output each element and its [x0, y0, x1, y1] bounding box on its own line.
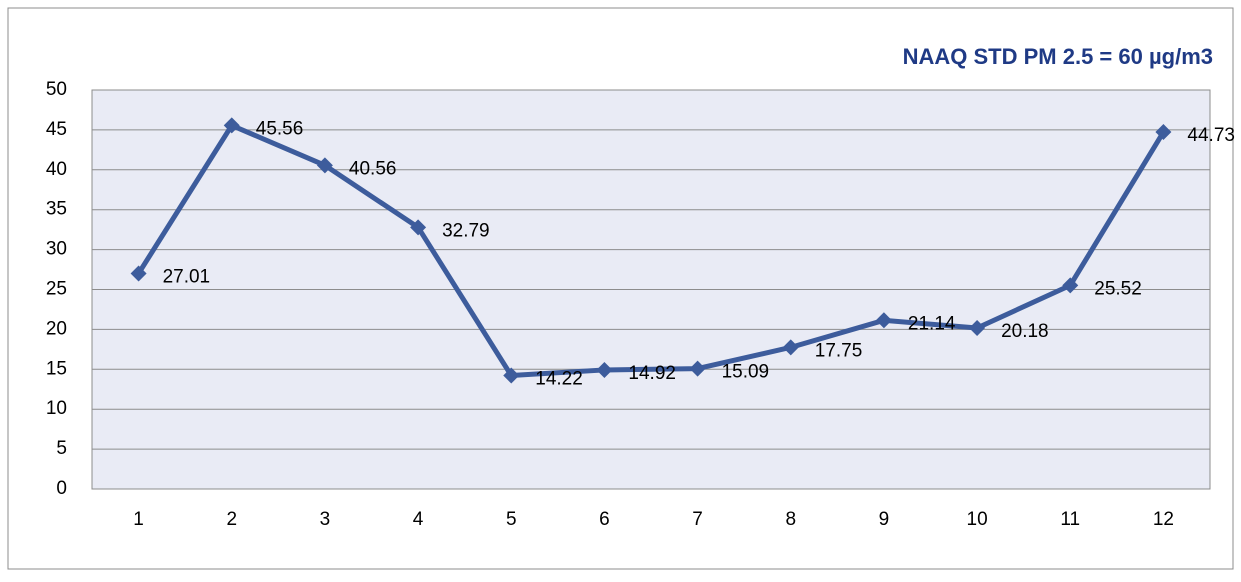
x-tick-label: 11 [1060, 509, 1080, 530]
x-tick-label: 5 [506, 509, 517, 530]
data-label: 14.92 [628, 363, 676, 384]
marker [410, 219, 427, 236]
y-tick-label: 50 [46, 79, 67, 100]
annotation: NAAQ STD PM 2.5 = 60 µg/m3 [903, 44, 1213, 69]
marker [782, 339, 799, 356]
marker [223, 117, 240, 134]
data-label: 15.09 [722, 362, 770, 383]
data-label: 40.56 [349, 158, 397, 179]
x-tick-label: 10 [967, 509, 988, 530]
marker [596, 361, 613, 378]
marker [130, 265, 147, 282]
x-tick-label: 12 [1153, 509, 1174, 530]
x-tick-label: 7 [692, 509, 703, 530]
data-label: 14.22 [535, 369, 583, 390]
data-label: 44.73 [1187, 125, 1235, 146]
data-label: 21.14 [908, 313, 956, 334]
y-tick-label: 15 [46, 358, 67, 379]
x-tick-label: 8 [785, 509, 796, 530]
y-tick-label: 5 [56, 438, 67, 459]
marker [503, 367, 520, 384]
data-label: 17.75 [815, 340, 863, 361]
x-tick-label: 9 [879, 509, 890, 530]
x-tick-label: 1 [133, 509, 144, 530]
marker [969, 319, 986, 336]
data-label: 20.18 [1001, 321, 1049, 342]
marker [1155, 124, 1172, 141]
data-label: 25.52 [1094, 278, 1142, 299]
x-tick-label: 4 [413, 509, 424, 530]
y-tick-label: 30 [46, 239, 67, 260]
y-tick-label: 40 [46, 159, 67, 180]
marker [875, 312, 892, 329]
data-label: 32.79 [442, 220, 490, 241]
y-tick-label: 35 [46, 199, 67, 220]
data-label: 45.56 [256, 118, 304, 139]
x-tick-label: 3 [320, 509, 331, 530]
data-label: 27.01 [163, 266, 211, 287]
marker [316, 157, 333, 174]
y-tick-label: 10 [46, 398, 67, 419]
y-tick-label: 20 [46, 318, 67, 339]
y-tick-label: 25 [46, 279, 67, 300]
marker [689, 360, 706, 377]
y-tick-label: 0 [56, 478, 67, 499]
marker [1062, 277, 1079, 294]
x-tick-label: 6 [599, 509, 610, 530]
x-tick-label: 2 [226, 509, 237, 530]
y-tick-label: 45 [46, 119, 67, 140]
data-line [136, 122, 1166, 379]
